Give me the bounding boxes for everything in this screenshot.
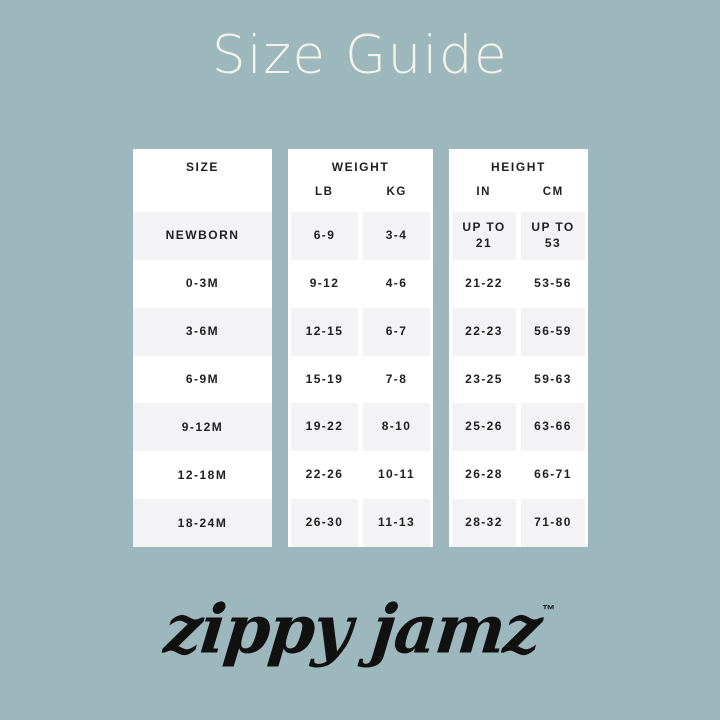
height-cm-cell: 53-56 (534, 275, 572, 290)
weight-lb-cell: 26-30 (291, 499, 358, 548)
size-cell: 3-6M (185, 324, 220, 339)
table-row: 9-12M (133, 403, 272, 452)
table-row: 3-6M (133, 307, 272, 356)
height-column-header: HEIGHT IN CM (449, 149, 588, 212)
height-column-panel: HEIGHT IN CM UP TO 21 UP TO 53 21-22 53-… (449, 149, 588, 548)
height-in-cell: 21-22 (465, 275, 503, 290)
height-sub-labels: IN CM (449, 186, 588, 198)
height-column-body: UP TO 21 UP TO 53 21-22 53-56 22-23 56-5… (449, 212, 588, 548)
table-row: 23-25 59-63 (449, 355, 588, 404)
height-cm-label: CM (542, 186, 564, 198)
weight-lb-cell: 6-9 (291, 212, 358, 260)
weight-column-body: 6-9 3-4 9-12 4-6 12-15 6-7 15-19 7-8 19-… (288, 212, 433, 548)
brand-wordmark: zippy jamz (160, 589, 545, 669)
size-cell: 12-18M (177, 467, 228, 482)
weight-lb-cell: 15-19 (305, 371, 344, 386)
size-column-header: SIZE (133, 149, 272, 212)
height-cm-cell: 63-66 (521, 403, 585, 452)
weight-kg-cell: 8-10 (363, 403, 430, 452)
table-row: 9-12 4-6 (288, 259, 433, 308)
weight-sub-labels: LB KG (288, 186, 433, 198)
height-cm-cell: UP TO 53 (521, 212, 585, 260)
table-row: 21-22 53-56 (449, 259, 588, 308)
height-cm-cell: 56-59 (521, 307, 585, 356)
height-in-label: IN (476, 186, 492, 198)
table-row: 6-9M (133, 355, 272, 404)
size-cell: 6-9M (185, 372, 220, 386)
table-row: UP TO 21 UP TO 53 (449, 212, 588, 260)
trademark-symbol: ™ (542, 602, 556, 617)
table-row: 28-32 71-80 (449, 499, 588, 548)
size-cell: 9-12M (181, 419, 224, 434)
height-cm-cell: 59-63 (534, 371, 572, 386)
weight-lb-cell: 22-26 (305, 467, 344, 482)
table-row: 6-9 3-4 (288, 212, 433, 260)
table-row: 25-26 63-66 (449, 403, 588, 452)
weight-lb-label: LB (314, 186, 334, 198)
size-group-label: SIZE (185, 160, 220, 174)
weight-lb-cell: 9-12 (309, 275, 340, 290)
height-in-cell: 23-25 (465, 371, 503, 386)
page-title: Size Guide (211, 25, 509, 86)
size-cell: 0-3M (185, 276, 220, 291)
weight-kg-cell: 7-8 (385, 371, 408, 386)
weight-kg-cell: 10-11 (377, 467, 416, 482)
weight-lb-cell: 19-22 (291, 403, 358, 452)
table-row: NEWBORN (133, 212, 272, 260)
size-column-body: NEWBORN 0-3M 3-6M 6-9M 9-12M 12-18M 18-2… (133, 212, 272, 548)
weight-kg-cell: 6-7 (363, 307, 430, 356)
table-row: 22-23 56-59 (449, 307, 588, 356)
height-cm-cell: 71-80 (521, 499, 585, 548)
weight-kg-cell: 3-4 (363, 212, 430, 260)
height-in-cell: UP TO 21 (452, 212, 516, 260)
table-row: 26-28 66-71 (449, 451, 588, 500)
height-in-cell: 25-26 (452, 403, 516, 452)
brand-logo: zippy jamz™ (0, 589, 720, 669)
table-row: 26-30 11-13 (288, 499, 433, 548)
weight-kg-cell: 4-6 (385, 275, 408, 290)
size-column-panel: SIZE NEWBORN 0-3M 3-6M 6-9M 9-12M 12-18M… (133, 149, 272, 548)
table-row: 12-15 6-7 (288, 307, 433, 356)
table-row: 15-19 7-8 (288, 355, 433, 404)
size-cell: NEWBORN (165, 228, 240, 243)
table-row: 18-24M (133, 499, 272, 548)
height-in-cell: 28-32 (452, 499, 516, 548)
table-row: 12-18M (133, 451, 272, 500)
table-row: 22-26 10-11 (288, 451, 433, 500)
weight-group-label: WEIGHT (331, 160, 390, 174)
table-row: 0-3M (133, 259, 272, 308)
weight-kg-cell: 11-13 (363, 499, 430, 548)
size-guide-table: SIZE NEWBORN 0-3M 3-6M 6-9M 9-12M 12-18M… (133, 149, 588, 548)
table-row: 19-22 8-10 (288, 403, 433, 452)
weight-kg-label: KG (386, 186, 407, 198)
size-cell: 18-24M (177, 515, 228, 530)
weight-column-header: WEIGHT LB KG (288, 149, 433, 212)
weight-column-panel: WEIGHT LB KG 6-9 3-4 9-12 4-6 12-15 6-7 (288, 149, 433, 548)
height-in-cell: 22-23 (452, 307, 516, 356)
height-group-label: HEIGHT (491, 160, 546, 174)
height-in-cell: 26-28 (465, 467, 503, 482)
weight-lb-cell: 12-15 (291, 307, 358, 356)
height-cm-cell: 66-71 (534, 467, 572, 482)
